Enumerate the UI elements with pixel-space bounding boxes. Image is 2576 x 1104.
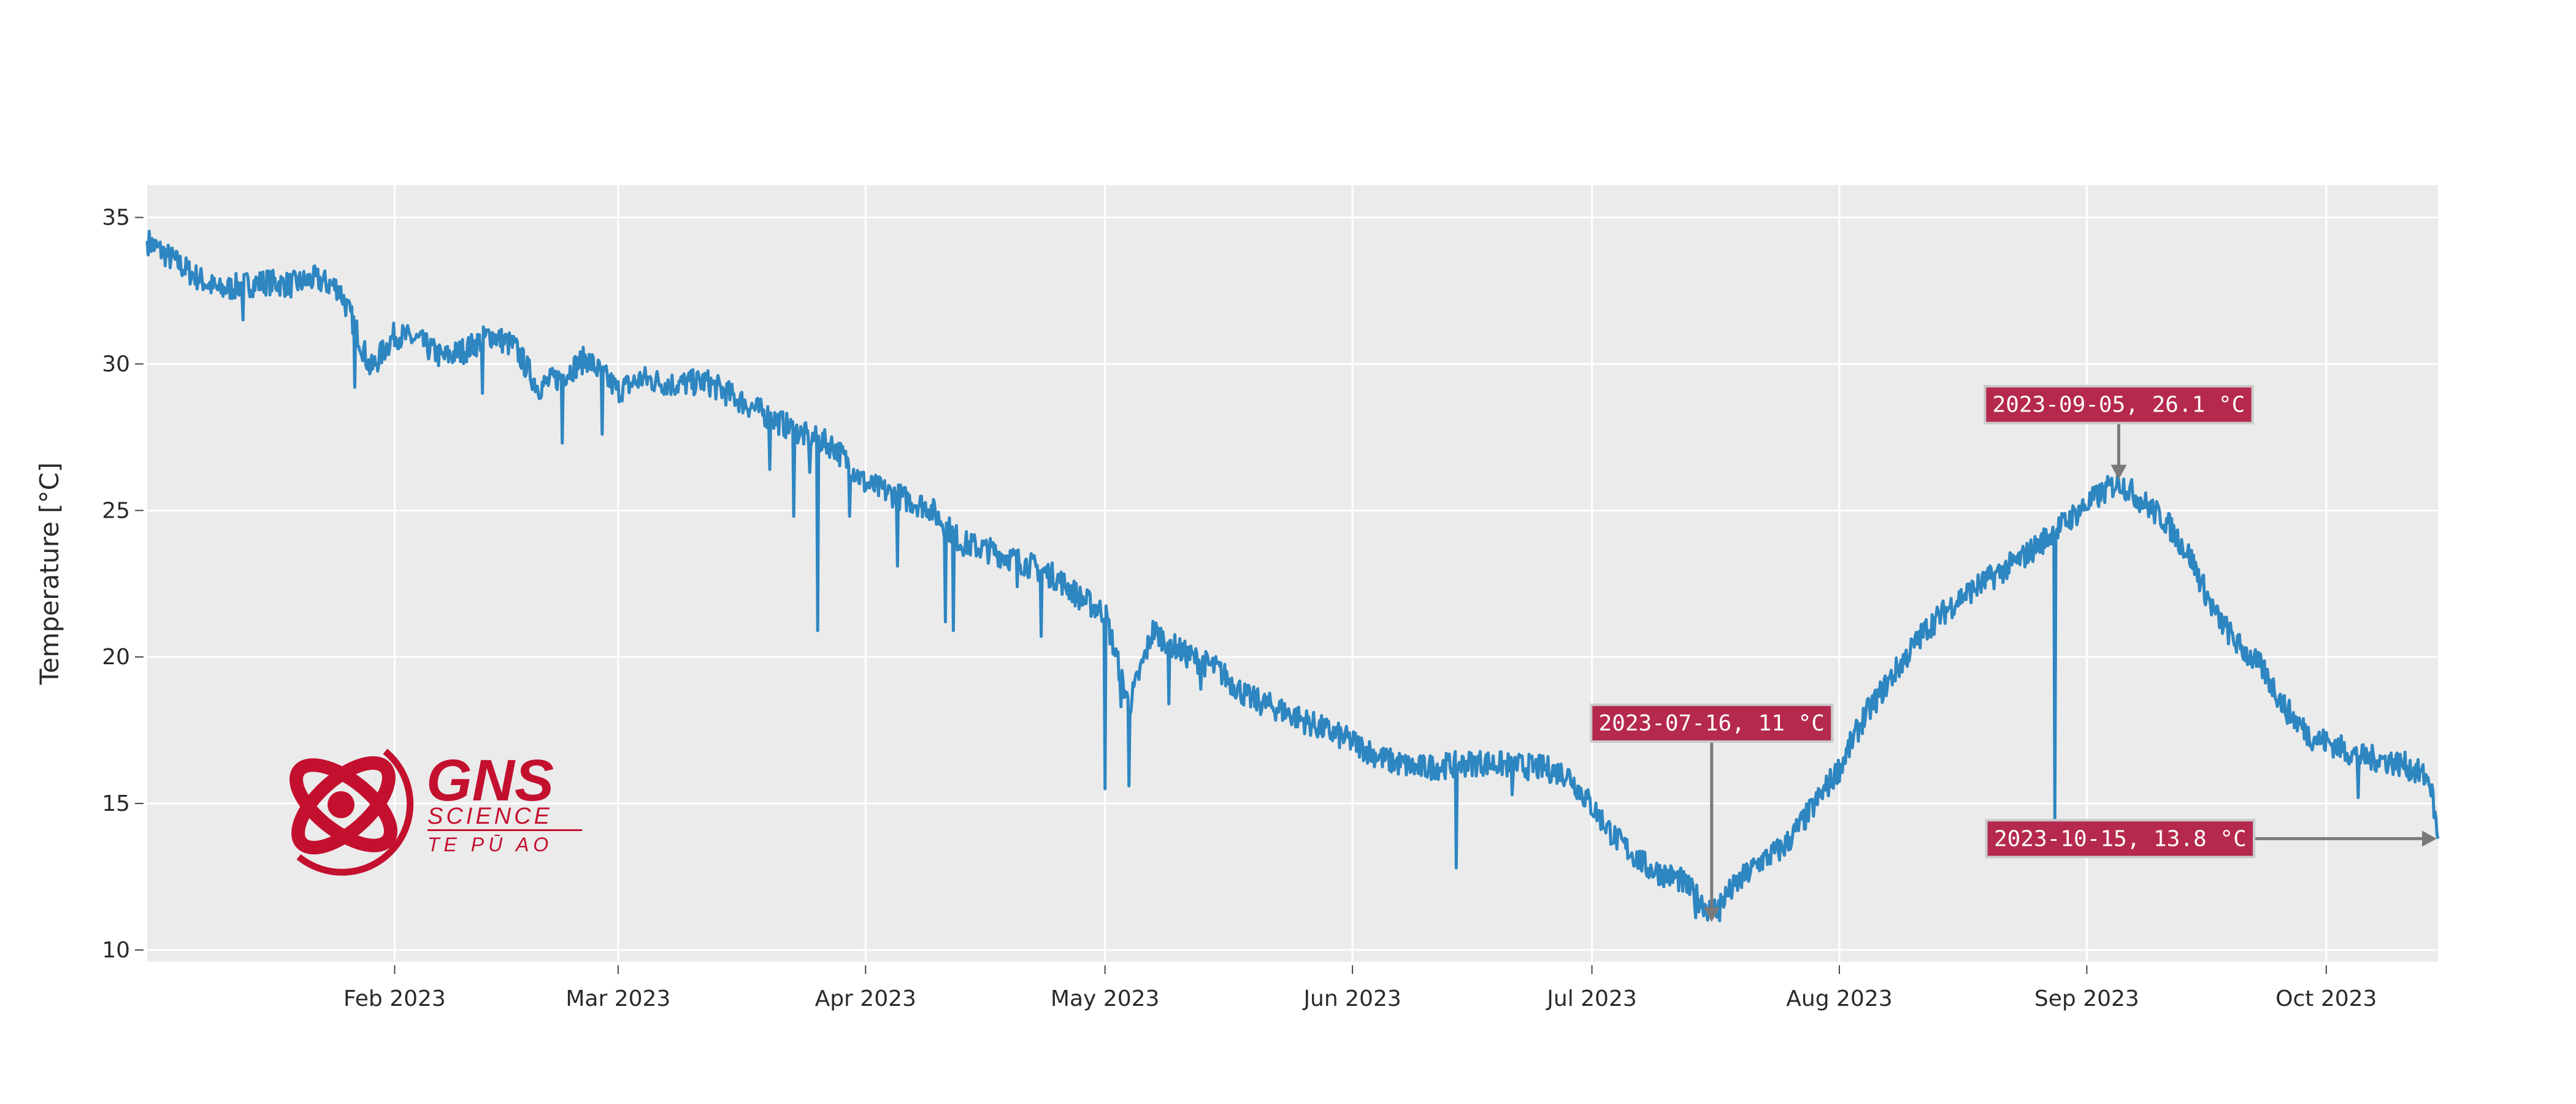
gns-orbit-icon [289,748,414,876]
annotation-box [1985,819,2255,859]
annotation-box [1590,703,1834,743]
x-tick-label: Apr 2023 [815,986,916,1011]
annotation-arrowhead [1703,907,1720,922]
logo-science: SCIENCE [427,803,553,829]
x-tick-label: Sep 2023 [2034,986,2139,1011]
y-tick-label: 25 [102,498,130,523]
annotations-layer: 2023-07-16, 11 °C 2023-09-05, 26.1 °C 2023… [1590,385,2437,922]
x-axis-ticks: Feb 2023 Mar 2023 Apr 2023 May 2023 Jun 2023… [343,965,2377,1011]
y-tick-label: 35 [102,205,130,231]
annotation-1: 2023-07-16, 11 °C [1590,703,1834,922]
temperature-series-line [145,229,2440,922]
x-tick-label: Feb 2023 [343,986,446,1011]
y-tick-label: 20 [102,645,130,670]
y-tick-label: 15 [102,791,130,816]
x-tick-label: May 2023 [1051,986,1160,1011]
annotation-box [1984,385,2254,424]
annotation-2: 2023-09-05, 26.1 °C [1984,385,2254,480]
x-tick-label: Jun 2023 [1302,986,1401,1011]
gns-science-logo: GNS SCIENCE TE PŪ AO [289,748,582,876]
series-layer [145,229,2440,922]
annotation-3: 2023-10-15, 13.8 °C [1985,819,2437,859]
y-axis-ticks: 10 15 20 25 30 35 [102,205,144,963]
logo-wordmark: GNS [426,748,554,813]
annotation-label: 2023-10-15, 13.8 °C [1994,826,2247,851]
logo-tagline: TE PŪ AO [427,834,553,856]
x-tick-label: Jul 2023 [1546,986,1637,1011]
x-tick-label: Mar 2023 [565,986,670,1011]
logo-divider [427,829,582,831]
gridlines [147,185,2438,962]
annotation-arrowhead [2422,830,2437,847]
x-tick-label: Aug 2023 [1786,986,1892,1011]
y-tick-label: 10 [102,938,130,963]
y-axis-title: Temperature [°C] [34,462,64,686]
annotation-arrowhead [2110,464,2127,480]
x-tick-label: Oct 2023 [2275,986,2377,1011]
annotation-label: 2023-09-05, 26.1 °C [1993,393,2245,418]
annotation-label: 2023-07-16, 11 °C [1598,711,1824,736]
y-tick-label: 30 [102,351,130,377]
